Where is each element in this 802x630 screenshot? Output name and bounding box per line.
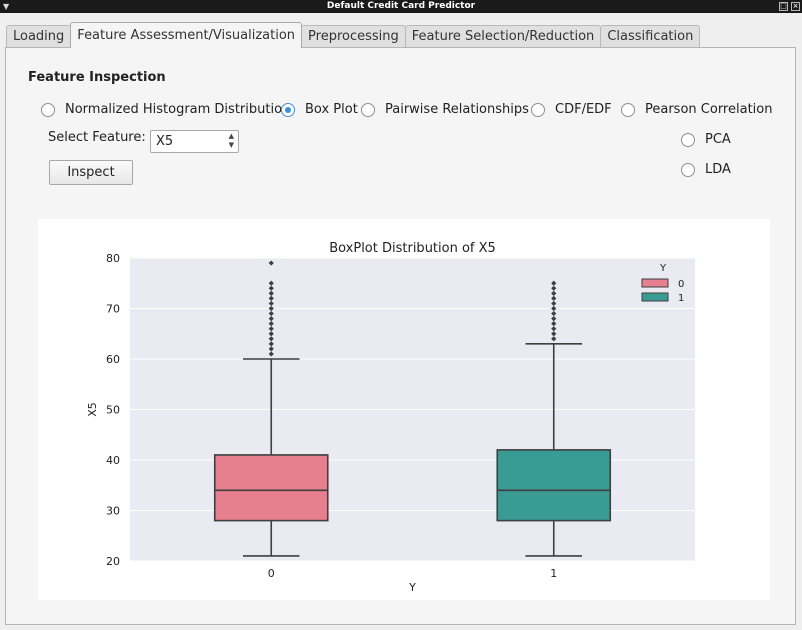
legend-swatch: [641, 278, 669, 288]
y-tick-label: 20: [106, 555, 120, 568]
outlier-point: [268, 336, 274, 342]
outlier-point: [551, 305, 557, 312]
tab-preprocessing[interactable]: Preprocessing: [301, 25, 406, 48]
outlier-point: [268, 351, 274, 357]
box-1: [496, 449, 612, 522]
maximize-icon[interactable]: □: [779, 2, 788, 11]
y-tick-label: 50: [106, 404, 120, 417]
legend-entry: 1: [678, 293, 684, 304]
radio-label: LDA: [705, 162, 731, 177]
outlier-point: [268, 300, 274, 307]
radio-icon[interactable]: [41, 102, 55, 117]
tab-feature-assessment[interactable]: Feature Assessment/Visualization: [70, 22, 303, 48]
radio-label: Box Plot: [305, 102, 358, 117]
outlier-point: [551, 331, 557, 337]
tab-bar: Loading Feature Assessment/Visualization…: [6, 22, 701, 48]
radio-lda[interactable]: LDA: [681, 162, 731, 177]
y-tick-label: 30: [106, 505, 120, 518]
chart-canvas: 20 30 40 50 60 70 80 BoxPlot Distribution of X5…: [38, 219, 770, 600]
title-bar: ▼ Default Credit Card Predictor □ ×: [0, 0, 802, 13]
tab-panel: Feature Inspection Normalized Histogram …: [5, 47, 796, 625]
window-title: Default Credit Card Predictor: [326, 1, 476, 11]
outlier-point: [268, 326, 274, 332]
tab-feature-selection[interactable]: Feature Selection/Reduction: [404, 25, 602, 48]
radio-label: Pearson Correlation: [645, 102, 773, 117]
outlier-point: [268, 285, 274, 291]
box-0: [213, 454, 329, 522]
select-feature-label: Select Feature:: [48, 130, 146, 145]
outlier-point: [268, 341, 274, 347]
x-axis-label: Y: [408, 581, 416, 594]
tab-loading[interactable]: Loading: [6, 25, 72, 48]
x-tick-label: 1: [550, 567, 557, 580]
outlier-point: [268, 331, 274, 337]
window-menu-icon[interactable]: ▼: [3, 2, 10, 11]
chart-title: BoxPlot Distribution of X5: [329, 241, 496, 256]
outlier-point: [268, 316, 274, 322]
y-tick-label: 60: [106, 353, 120, 366]
radio-icon[interactable]: [681, 162, 695, 177]
radio-box-plot[interactable]: Box Plot: [281, 102, 358, 117]
radio-cdf-edf[interactable]: CDF/EDF: [531, 102, 612, 117]
outlier-point: [268, 295, 274, 301]
outlier-point: [268, 260, 274, 266]
legend-title: Y: [659, 263, 667, 274]
radio-label: Pairwise Relationships: [385, 102, 529, 117]
radio-icon[interactable]: [531, 102, 545, 117]
outlier-point: [268, 290, 274, 296]
inspect-button[interactable]: Inspect: [49, 160, 133, 185]
feature-spinbox[interactable]: X5 ▲ ▼: [150, 130, 239, 153]
y-axis-label: X5: [86, 402, 99, 417]
outlier-point: [268, 310, 274, 317]
outlier-point: [551, 280, 557, 286]
tab-classification[interactable]: Classification: [600, 25, 701, 48]
radio-pairwise[interactable]: Pairwise Relationships: [361, 102, 529, 117]
legend-entry: 0: [678, 279, 684, 290]
close-icon[interactable]: ×: [791, 2, 800, 11]
feature-value: X5: [156, 134, 174, 149]
outlier-point: [268, 280, 274, 286]
radio-icon[interactable]: [621, 102, 635, 117]
outlier-point: [268, 346, 274, 352]
spin-arrows-icon[interactable]: ▲ ▼: [228, 132, 234, 149]
y-tick-label: 40: [106, 454, 120, 467]
radio-label: PCA: [705, 132, 731, 147]
x-tick-label: 0: [268, 567, 275, 580]
outlier-point: [268, 305, 274, 312]
radio-icon[interactable]: [281, 102, 295, 117]
radio-icon[interactable]: [361, 102, 375, 117]
legend-swatch: [641, 292, 669, 302]
y-tick-label: 80: [106, 252, 120, 265]
outlier-point: [268, 321, 274, 327]
section-title: Feature Inspection: [28, 70, 166, 85]
radio-icon[interactable]: [681, 132, 695, 147]
radio-pca[interactable]: PCA: [681, 132, 731, 147]
radio-pearson[interactable]: Pearson Correlation: [621, 102, 772, 117]
radio-histogram[interactable]: Normalized Histogram Distribution: [41, 102, 290, 117]
radio-label: Normalized Histogram Distribution: [65, 102, 291, 117]
boxplot-chart: 20 30 40 50 60 70 80 BoxPlot Distribution of X5…: [86, 241, 695, 594]
radio-label: CDF/EDF: [555, 102, 612, 117]
y-tick-label: 70: [106, 303, 120, 316]
